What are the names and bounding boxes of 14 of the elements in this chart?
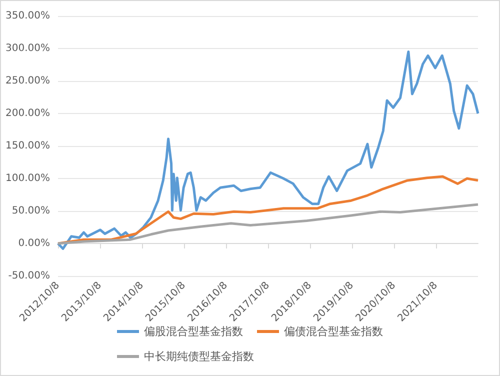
y-tick-label: 200.00% bbox=[6, 108, 50, 119]
y-tick-label: -50.00% bbox=[8, 270, 50, 282]
y-tick-label: 300.00% bbox=[6, 43, 50, 54]
legend-label: 中长期纯债型基金指数 bbox=[144, 350, 254, 363]
y-tick-label: 250.00% bbox=[6, 76, 50, 86]
line-series bbox=[56, 203, 480, 245]
y-tick-label: 0.00% bbox=[18, 238, 50, 249]
y-tick-label: 150.00% bbox=[6, 140, 50, 152]
y-tick-label: 100.00% bbox=[6, 173, 50, 184]
y-tick-label: 350.00% bbox=[6, 10, 50, 22]
legend-label: 偏股混合型基金指数 bbox=[144, 325, 243, 338]
legend-label: 偏债混合型基金指数 bbox=[284, 325, 383, 338]
line-series bbox=[56, 50, 480, 250]
y-tick-label: 50.00% bbox=[12, 206, 50, 216]
